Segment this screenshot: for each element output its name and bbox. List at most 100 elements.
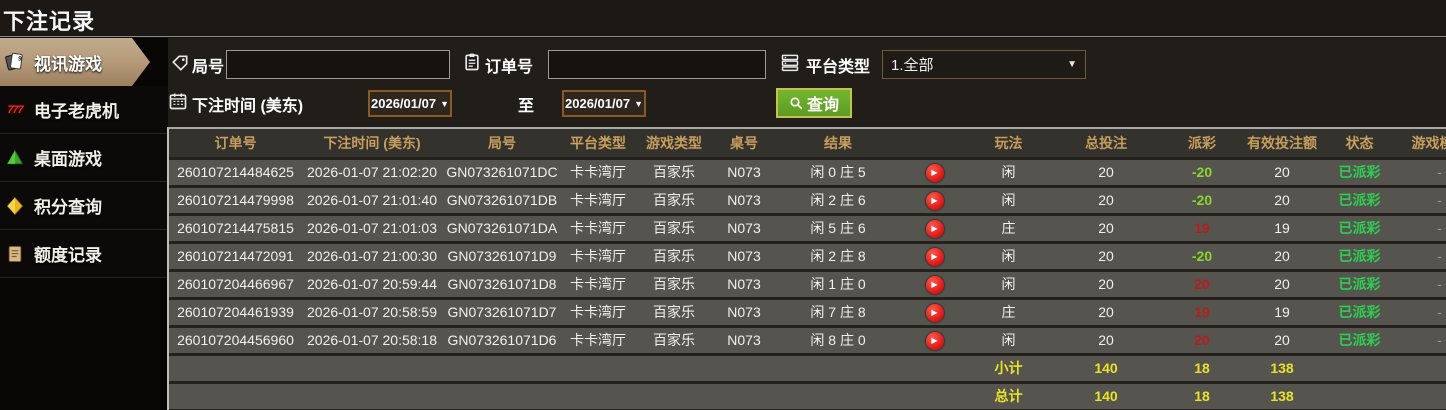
cell-table-no: N073 bbox=[714, 270, 774, 298]
cell-result: 闲 2 庄 6 bbox=[774, 186, 902, 214]
cell-game-type: 百家乐 bbox=[634, 158, 714, 186]
cell-payout: 20 bbox=[1162, 270, 1242, 298]
cell-game-type: 百家乐 bbox=[634, 298, 714, 326]
round-no-input[interactable] bbox=[226, 50, 450, 79]
total-row-payout: 18 bbox=[1162, 382, 1242, 410]
col-header-total_bet: 总投注 bbox=[1050, 129, 1162, 158]
replay-play-button[interactable]: ▶ bbox=[925, 220, 944, 238]
col-header-round_no: 局号 bbox=[442, 129, 562, 158]
cell-replay: ▶ bbox=[902, 158, 967, 186]
date-to-connector: 至 bbox=[518, 98, 535, 115]
table-row: 260107204461939 2026-01-07 20:58:59 GN0732… bbox=[169, 298, 1446, 326]
cell-replay: ▶ bbox=[902, 270, 967, 298]
cell-order-no: 260107214479998 bbox=[169, 186, 302, 214]
cell-platform: 卡卡湾厅 bbox=[562, 214, 634, 242]
cell-round-no: GN073261071D6 bbox=[442, 326, 562, 354]
col-header-status: 状态 bbox=[1322, 129, 1397, 158]
sidebar-item-label: 积分查询 bbox=[34, 198, 102, 217]
cell-order-no: 260107214472091 bbox=[169, 242, 302, 270]
page-title: 下注记录 bbox=[3, 9, 96, 34]
cell-bet-time: 2026-01-07 20:59:44 bbox=[302, 270, 442, 298]
total-row-total-bet: 140 bbox=[1050, 382, 1162, 410]
search-button-label: 查询 bbox=[806, 97, 839, 114]
date-to-value: 2026/01/07 bbox=[565, 96, 631, 111]
cell-empty bbox=[774, 382, 902, 410]
total-row: 总计 140 18 138 bbox=[169, 382, 1446, 410]
cell-valid-bet: 20 bbox=[1242, 326, 1322, 354]
cell-total-bet: 20 bbox=[1050, 298, 1162, 326]
sidebar-item-video-games[interactable]: 9 视讯游戏 bbox=[0, 38, 150, 86]
replay-play-button[interactable]: ▶ bbox=[925, 248, 944, 266]
cell-status: 已派彩 bbox=[1322, 270, 1397, 298]
cell-order-no: 260107204466967 bbox=[169, 270, 302, 298]
cell-play: 闲 bbox=[967, 242, 1050, 270]
cell-empty bbox=[714, 354, 774, 382]
sidebar-item-points-query[interactable]: 积分查询 bbox=[0, 182, 168, 230]
cell-game-mode: - bbox=[1397, 186, 1446, 214]
cell-empty bbox=[302, 354, 442, 382]
cell-result: 闲 1 庄 0 bbox=[774, 270, 902, 298]
cell-empty bbox=[169, 382, 302, 410]
replay-play-button[interactable]: ▶ bbox=[925, 164, 944, 182]
cell-table-no: N073 bbox=[714, 326, 774, 354]
cell-game-mode: - bbox=[1397, 242, 1446, 270]
slot-777-icon: 777 bbox=[7, 103, 23, 116]
col-header-bet_time: 下注时间 (美东) bbox=[302, 129, 442, 158]
cell-payout: 19 bbox=[1162, 214, 1242, 242]
cell-order-no: 260107214475815 bbox=[169, 214, 302, 242]
col-header-valid_bet: 有效投注额 bbox=[1242, 129, 1322, 158]
sidebar-item-credit-records[interactable]: 额度记录 bbox=[0, 230, 168, 278]
cell-platform: 卡卡湾厅 bbox=[562, 326, 634, 354]
col-header-order_no: 订单号 bbox=[169, 129, 302, 158]
subtotal-row-label: 小计 bbox=[967, 354, 1050, 382]
cell-play: 闲 bbox=[967, 158, 1050, 186]
cell-bet-time: 2026-01-07 21:01:40 bbox=[302, 186, 442, 214]
table-row: 260107214484625 2026-01-07 21:02:20 GN0732… bbox=[169, 158, 1446, 186]
chevron-down-icon: ▼ bbox=[1067, 59, 1077, 70]
cell-status: 已派彩 bbox=[1322, 242, 1397, 270]
cell-round-no: GN073261071D9 bbox=[442, 242, 562, 270]
cell-total-bet: 20 bbox=[1050, 186, 1162, 214]
replay-play-button[interactable]: ▶ bbox=[925, 192, 944, 210]
cell-result: 闲 8 庄 0 bbox=[774, 326, 902, 354]
col-header-platform: 平台类型 bbox=[562, 129, 634, 158]
order-no-input[interactable] bbox=[548, 50, 766, 79]
replay-play-button[interactable]: ▶ bbox=[925, 332, 944, 350]
date-from-picker[interactable]: 2026/01/07 ▼ bbox=[368, 90, 452, 117]
cell-game-mode: - bbox=[1397, 298, 1446, 326]
subtotal-row-valid-bet: 138 bbox=[1242, 354, 1322, 382]
cell-order-no: 260107204461939 bbox=[169, 298, 302, 326]
col-header-game_mode: 游戏模式 bbox=[1397, 129, 1446, 158]
cell-empty bbox=[562, 354, 634, 382]
records-table-wrap: 订单号 下注时间 (美东) 局号 平台类型 游戏类型 桌号 结果 玩法 总投注 派彩 有效投注额 状态… bbox=[167, 127, 1446, 410]
platform-type-select[interactable]: 1.全部 ▼ bbox=[882, 50, 1086, 79]
clipboard-icon bbox=[462, 52, 482, 72]
cell-table-no: N073 bbox=[714, 214, 774, 242]
cell-game-type: 百家乐 bbox=[634, 242, 714, 270]
cell-empty bbox=[302, 382, 442, 410]
cell-order-no: 260107204456960 bbox=[169, 326, 302, 354]
sidebar-item-slots[interactable]: 777 电子老虎机 bbox=[0, 86, 168, 134]
replay-play-button[interactable]: ▶ bbox=[925, 276, 944, 294]
round-no-label: 局号 bbox=[192, 59, 225, 76]
sidebar-item-table-games[interactable]: 桌面游戏 bbox=[0, 134, 168, 182]
cell-total-bet: 20 bbox=[1050, 270, 1162, 298]
cell-status: 已派彩 bbox=[1322, 298, 1397, 326]
chevron-down-icon: ▼ bbox=[634, 98, 643, 109]
records-table: 订单号 下注时间 (美东) 局号 平台类型 游戏类型 桌号 结果 玩法 总投注 派彩 有效投注额 状态… bbox=[169, 129, 1446, 410]
cell-platform: 卡卡湾厅 bbox=[562, 158, 634, 186]
date-to-picker[interactable]: 2026/01/07 ▼ bbox=[562, 90, 646, 117]
sidebar-item-label: 额度记录 bbox=[34, 246, 102, 265]
replay-play-button[interactable]: ▶ bbox=[925, 304, 944, 322]
cell-result: 闲 7 庄 8 bbox=[774, 298, 902, 326]
cell-result: 闲 2 庄 8 bbox=[774, 242, 902, 270]
search-button[interactable]: 查询 bbox=[776, 88, 852, 118]
playing-cards-icon: 9 bbox=[2, 50, 28, 74]
cell-total-bet: 20 bbox=[1050, 214, 1162, 242]
cell-valid-bet: 20 bbox=[1242, 242, 1322, 270]
cell-game-mode: - bbox=[1397, 214, 1446, 242]
cell-round-no: GN073261071D8 bbox=[442, 270, 562, 298]
col-header-play: 玩法 bbox=[967, 129, 1050, 158]
search-icon bbox=[789, 96, 804, 111]
